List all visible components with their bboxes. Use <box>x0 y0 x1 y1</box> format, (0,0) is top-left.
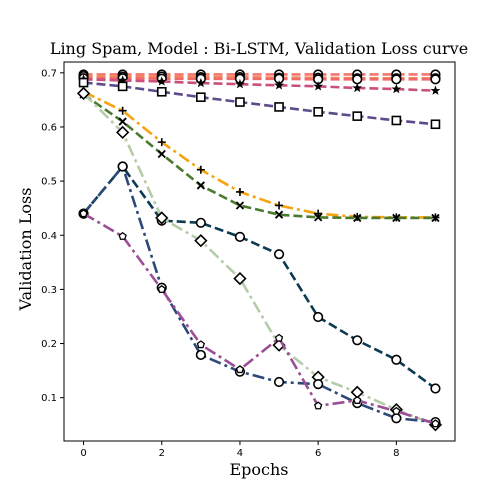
data-point <box>431 419 440 428</box>
series-10 <box>79 209 440 428</box>
data-point <box>157 284 166 293</box>
data-point <box>233 271 247 286</box>
data-point <box>430 119 441 130</box>
y-axis-label: Validation Loss <box>16 188 35 312</box>
data-point <box>391 74 402 85</box>
data-point <box>235 201 245 210</box>
chart-title: Ling Spam, Model : Bi-LSTM, Validation L… <box>50 39 468 58</box>
data-point <box>274 333 284 342</box>
data-point <box>430 74 441 85</box>
data-point <box>157 138 166 147</box>
data-point <box>118 106 127 115</box>
data-point <box>391 413 402 424</box>
data-point <box>235 97 245 107</box>
data-point <box>78 77 89 88</box>
y-tick-label: 0.7 <box>41 68 57 79</box>
data-point <box>235 187 244 196</box>
y-tick-label: 0.3 <box>41 285 57 296</box>
series-line <box>82 165 436 424</box>
data-point <box>313 81 324 91</box>
data-point <box>235 365 245 374</box>
x-axis-label: Epochs <box>229 460 288 479</box>
data-point <box>156 76 167 86</box>
data-point <box>196 165 205 174</box>
data-point <box>274 210 284 219</box>
series-layer <box>76 69 443 432</box>
data-point <box>195 349 206 361</box>
series-line <box>82 165 437 390</box>
data-point <box>313 379 324 390</box>
y-tick-label: 0.2 <box>41 339 57 350</box>
data-point <box>196 92 206 102</box>
data-point <box>155 211 169 225</box>
data-point <box>353 213 362 223</box>
data-point <box>118 231 127 240</box>
series-6 <box>79 90 440 223</box>
data-point <box>117 81 128 92</box>
plot-area-frame <box>63 61 456 442</box>
data-point <box>273 249 285 260</box>
series-line <box>82 92 436 426</box>
data-point <box>392 406 401 415</box>
x-axis: 0 2 4 6 8 <box>80 441 400 459</box>
data-point <box>116 125 130 140</box>
y-tick-label: 0.6 <box>41 122 57 133</box>
data-point <box>234 231 246 242</box>
x-tick-label: 0 <box>80 448 86 459</box>
data-point <box>79 209 88 218</box>
data-point <box>275 201 284 210</box>
y-axis: 0.1 0.2 0.3 0.4 0.5 0.6 0.7 <box>41 68 64 404</box>
series-line <box>83 81 436 126</box>
y-tick-label: 0.1 <box>41 393 57 404</box>
data-point <box>195 217 206 228</box>
data-point <box>313 401 323 410</box>
series-3 <box>78 74 441 95</box>
data-point <box>352 74 363 85</box>
data-point <box>273 376 285 388</box>
data-point <box>196 181 205 190</box>
data-point <box>117 161 128 172</box>
data-point <box>156 86 167 97</box>
series-line <box>82 93 436 220</box>
series-line <box>82 212 436 425</box>
x-tick-label: 2 <box>159 448 165 459</box>
data-point <box>76 86 91 101</box>
data-point <box>430 85 441 95</box>
series-line <box>83 76 436 81</box>
x-tick-label: 6 <box>315 448 321 459</box>
data-point <box>352 335 363 346</box>
data-point <box>274 80 284 90</box>
data-point <box>391 354 402 365</box>
data-point <box>314 213 323 222</box>
y-tick-label: 0.4 <box>41 231 57 242</box>
data-point <box>352 82 363 93</box>
data-point <box>352 111 363 121</box>
data-point <box>235 79 245 89</box>
x-tick-label: 4 <box>237 448 243 459</box>
y-tick-label: 0.5 <box>41 177 57 188</box>
data-point <box>430 383 441 394</box>
series-9 <box>78 161 441 428</box>
data-point <box>431 213 440 223</box>
series-4 <box>78 77 441 130</box>
data-point <box>157 149 166 159</box>
data-point <box>313 311 324 323</box>
data-point <box>194 234 208 248</box>
data-point <box>392 213 401 223</box>
data-point <box>196 340 206 349</box>
data-point <box>195 77 206 88</box>
series-line <box>83 78 436 92</box>
data-point <box>118 117 127 126</box>
data-point <box>353 395 362 404</box>
data-point <box>391 83 402 94</box>
x-tick-label: 8 <box>393 448 399 459</box>
data-point <box>391 115 402 126</box>
data-point <box>274 102 284 112</box>
data-point <box>313 107 323 117</box>
